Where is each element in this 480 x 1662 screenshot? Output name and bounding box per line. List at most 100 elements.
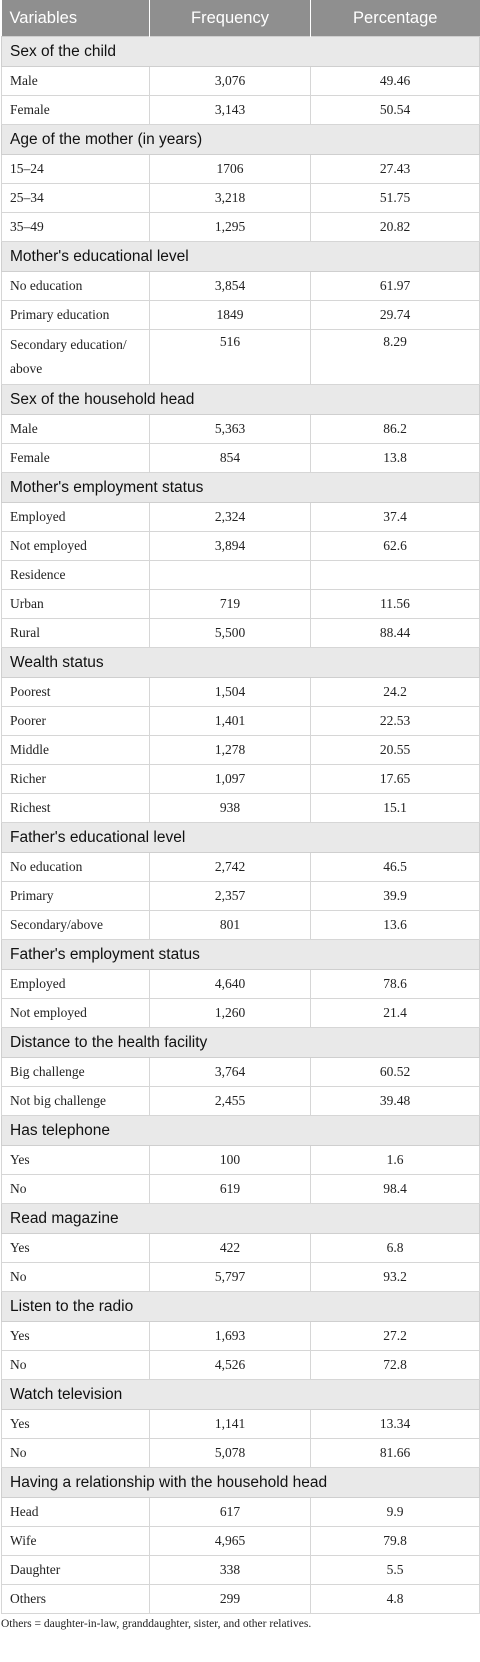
row-label: Male xyxy=(1,66,150,96)
section-header-row: Listen to the radio xyxy=(1,1291,480,1322)
row-frequency: 338 xyxy=(149,1555,311,1585)
section-title: Age of the mother (in years) xyxy=(1,124,480,155)
section-title: Sex of the child xyxy=(1,36,480,67)
table-row: Others 299 4.8 xyxy=(1,1584,480,1614)
row-frequency: 1,141 xyxy=(149,1409,311,1439)
row-percentage: 39.48 xyxy=(310,1086,480,1116)
row-label: Poorer xyxy=(1,706,150,736)
row-percentage: 81.66 xyxy=(310,1438,480,1468)
section-header-row: Having a relationship with the household… xyxy=(1,1467,480,1498)
section-title: Mother's educational level xyxy=(1,241,480,272)
table-row: 25–34 3,218 51.75 xyxy=(1,183,480,213)
row-label: 25–34 xyxy=(1,183,150,213)
table-row: No 4,526 72.8 xyxy=(1,1350,480,1380)
row-label: Male xyxy=(1,414,150,444)
table-row: Not employed 3,894 62.6 xyxy=(1,531,480,561)
row-percentage: 98.4 xyxy=(310,1174,480,1204)
row-label: Rural xyxy=(1,618,150,648)
row-label: No xyxy=(1,1438,150,1468)
row-label: Employed xyxy=(1,969,150,999)
row-label: No xyxy=(1,1262,150,1292)
section-header-row: Sex of the child xyxy=(1,36,480,67)
row-label: Head xyxy=(1,1497,150,1527)
row-frequency: 4,965 xyxy=(149,1526,311,1556)
row-percentage: 13.6 xyxy=(310,910,480,940)
row-label: Richest xyxy=(1,793,150,823)
row-frequency: 3,894 xyxy=(149,531,311,561)
row-label: Daughter xyxy=(1,1555,150,1585)
row-frequency: 5,500 xyxy=(149,618,311,648)
row-frequency: 2,324 xyxy=(149,502,311,532)
row-label: 15–24 xyxy=(1,154,150,184)
row-label: Poorest xyxy=(1,677,150,707)
table-row: Yes 422 6.8 xyxy=(1,1233,480,1263)
section-header-row: Read magazine xyxy=(1,1203,480,1234)
table-row: Male 5,363 86.2 xyxy=(1,414,480,444)
row-percentage: 17.65 xyxy=(310,764,480,794)
row-percentage: 11.56 xyxy=(310,589,480,619)
header-variables: Variables xyxy=(1,0,150,37)
table-footnote: Others = daughter-in-law, granddaughter,… xyxy=(1,1618,312,1630)
section-header-row: Mother's employment status xyxy=(1,472,480,503)
row-percentage: 27.2 xyxy=(310,1321,480,1351)
table-row: Poorest 1,504 24.2 xyxy=(1,677,480,707)
table-row: Big challenge 3,764 60.52 xyxy=(1,1057,480,1087)
section-title: Mother's employment status xyxy=(1,472,480,503)
row-frequency: 516 xyxy=(149,329,311,385)
row-percentage: 37.4 xyxy=(310,502,480,532)
table-row: Female 3,143 50.54 xyxy=(1,95,480,125)
row-frequency: 299 xyxy=(149,1584,311,1614)
section-header-row: Father's employment status xyxy=(1,939,480,970)
row-frequency: 422 xyxy=(149,1233,311,1263)
section-title: Father's employment status xyxy=(1,939,480,970)
row-percentage: 72.8 xyxy=(310,1350,480,1380)
row-percentage: 39.9 xyxy=(310,881,480,911)
row-percentage: 88.44 xyxy=(310,618,480,648)
row-percentage: 15.1 xyxy=(310,793,480,823)
row-frequency: 3,218 xyxy=(149,183,311,213)
row-percentage: 8.29 xyxy=(310,329,480,385)
row-frequency: 719 xyxy=(149,589,311,619)
row-label: Urban xyxy=(1,589,150,619)
row-label: Not employed xyxy=(1,531,150,561)
row-label: Secondary education/ above xyxy=(1,329,150,385)
row-frequency: 854 xyxy=(149,443,311,473)
section-title: Watch television xyxy=(1,1379,480,1410)
section-header-row: Has telephone xyxy=(1,1115,480,1146)
table-row: Yes 1,141 13.34 xyxy=(1,1409,480,1439)
row-percentage: 13.34 xyxy=(310,1409,480,1439)
section-header-row: Watch television xyxy=(1,1379,480,1410)
row-frequency: 1849 xyxy=(149,300,311,330)
row-frequency: 1,693 xyxy=(149,1321,311,1351)
section-title: Listen to the radio xyxy=(1,1291,480,1322)
row-percentage: 20.82 xyxy=(310,212,480,242)
row-frequency: 5,797 xyxy=(149,1262,311,1292)
section-header-row: Distance to the health facility xyxy=(1,1027,480,1058)
table-row: Not big challenge 2,455 39.48 xyxy=(1,1086,480,1116)
row-label: Primary education xyxy=(1,300,150,330)
table-row: Secondary education/ above 516 8.29 xyxy=(1,329,480,385)
row-label: No xyxy=(1,1350,150,1380)
table-row: Wife 4,965 79.8 xyxy=(1,1526,480,1556)
table-row: Richest 938 15.1 xyxy=(1,793,480,823)
table-row: 15–24 1706 27.43 xyxy=(1,154,480,184)
row-label: No xyxy=(1,1174,150,1204)
section-title: Wealth status xyxy=(1,647,480,678)
row-frequency: 1,295 xyxy=(149,212,311,242)
table-row: Employed 4,640 78.6 xyxy=(1,969,480,999)
table-row: Primary education 1849 29.74 xyxy=(1,300,480,330)
row-label: Female xyxy=(1,443,150,473)
row-frequency: 617 xyxy=(149,1497,311,1527)
row-percentage: 61.97 xyxy=(310,271,480,301)
row-label: Wife xyxy=(1,1526,150,1556)
row-percentage: 62.6 xyxy=(310,531,480,561)
row-percentage: 5.5 xyxy=(310,1555,480,1585)
row-label: Yes xyxy=(1,1409,150,1439)
table-row: 35–49 1,295 20.82 xyxy=(1,212,480,242)
row-frequency: 2,357 xyxy=(149,881,311,911)
row-label: No education xyxy=(1,271,150,301)
table-row: Richer 1,097 17.65 xyxy=(1,764,480,794)
section-header-row: Age of the mother (in years) xyxy=(1,124,480,155)
row-frequency: 938 xyxy=(149,793,311,823)
row-frequency: 3,764 xyxy=(149,1057,311,1087)
